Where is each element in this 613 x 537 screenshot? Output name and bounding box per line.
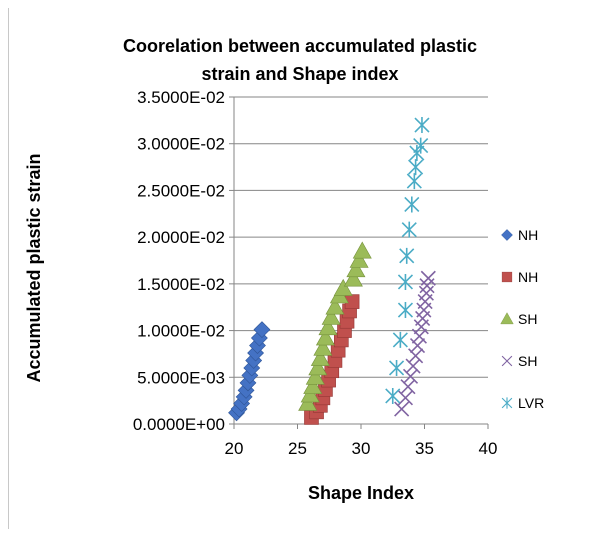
data-point [409, 145, 425, 162]
legend-marker [500, 312, 514, 325]
y-tick-label: 2.0000E-02 [137, 228, 225, 247]
legend-marker-group [501, 229, 513, 241]
data-point [315, 328, 335, 346]
data-point [325, 297, 345, 315]
data-point [343, 269, 363, 287]
legend-label: NH [518, 227, 538, 243]
data-point [313, 338, 333, 356]
y-tick-label: 5.0000E-03 [137, 368, 225, 387]
data-point [321, 307, 341, 325]
series-1-points [228, 321, 271, 422]
x-tick-label: 40 [479, 439, 498, 458]
data-point [346, 260, 366, 278]
data-point [413, 137, 429, 154]
data-point [385, 387, 401, 404]
legend-marker [501, 271, 513, 283]
data-point [352, 241, 372, 259]
data-point [392, 331, 408, 348]
y-axis-title: Accumulated plastic strain [24, 153, 44, 382]
legend-marker-group [501, 271, 513, 283]
series-2-points [304, 294, 360, 425]
data-point [300, 385, 320, 403]
y-tick-label: 1.0000E-02 [137, 322, 225, 341]
data-point [397, 273, 414, 290]
data-point [409, 337, 426, 354]
data-point [414, 117, 430, 134]
x-tick-label: 35 [415, 439, 434, 458]
legend-label: SH [518, 311, 537, 327]
data-point [298, 393, 318, 411]
data-point [349, 250, 369, 268]
data-point [310, 348, 330, 366]
x-tick-label: 20 [225, 439, 244, 458]
legend-item: LVR [501, 395, 544, 411]
data-point [333, 278, 353, 296]
data-point [253, 321, 271, 339]
y-tick-label: 1.5000E-02 [137, 275, 225, 294]
data-point [303, 377, 323, 394]
legend-label: LVR [518, 395, 544, 411]
y-tick-label: 0.0000E+00 [133, 415, 225, 434]
legend-item: NH [501, 269, 538, 285]
data-point [420, 270, 436, 286]
y-tick-label: 3.0000E-02 [137, 135, 225, 154]
legend-item: SH [500, 311, 537, 327]
data-point [388, 359, 405, 376]
legend-marker-group [501, 355, 513, 367]
data-point [408, 159, 424, 176]
data-point [394, 401, 410, 417]
series-5-points [385, 117, 430, 404]
chart-title-line-1: Coorelation between accumulated plastic [123, 36, 477, 56]
data-point [405, 358, 421, 374]
data-point [305, 367, 325, 385]
data-point [408, 348, 424, 364]
legend-label: SH [518, 353, 537, 369]
legend-marker [501, 355, 513, 367]
data-point [400, 379, 416, 395]
data-point [402, 368, 419, 384]
legend-marker-group [501, 397, 513, 409]
data-point [404, 196, 420, 213]
data-point [397, 302, 414, 319]
chart-frame [8, 8, 604, 529]
legend-item: SH [501, 353, 537, 369]
data-point [411, 328, 427, 344]
legend-item: NH [501, 227, 538, 243]
tick-labels: 0.0000E+00 5.0000E-03 1.0000E-02 1.5000E-02… [133, 88, 498, 458]
data-point [318, 318, 338, 336]
series-3-points [298, 241, 372, 411]
series-4-points [394, 270, 436, 417]
gridlines [234, 96, 488, 378]
data-point [418, 285, 434, 301]
x-tick-label: 30 [352, 439, 371, 458]
data-point [308, 358, 328, 376]
x-axis-title: Shape Index [308, 483, 414, 503]
legend: NH NH SH SH LVR [500, 227, 544, 411]
x-tick-label: 25 [288, 439, 307, 458]
legend-marker [501, 397, 513, 409]
data-point [399, 247, 415, 264]
legend-marker-group [500, 312, 514, 325]
data-points [228, 117, 436, 425]
data-point [406, 173, 422, 190]
y-tick-label: 3.5000E-02 [137, 88, 225, 107]
legend-label: NH [518, 269, 538, 285]
data-point [401, 221, 417, 238]
y-tick-label: 2.5000E-02 [137, 181, 225, 200]
chart-title-line-2: strain and Shape index [201, 64, 398, 84]
legend-marker [501, 229, 513, 241]
